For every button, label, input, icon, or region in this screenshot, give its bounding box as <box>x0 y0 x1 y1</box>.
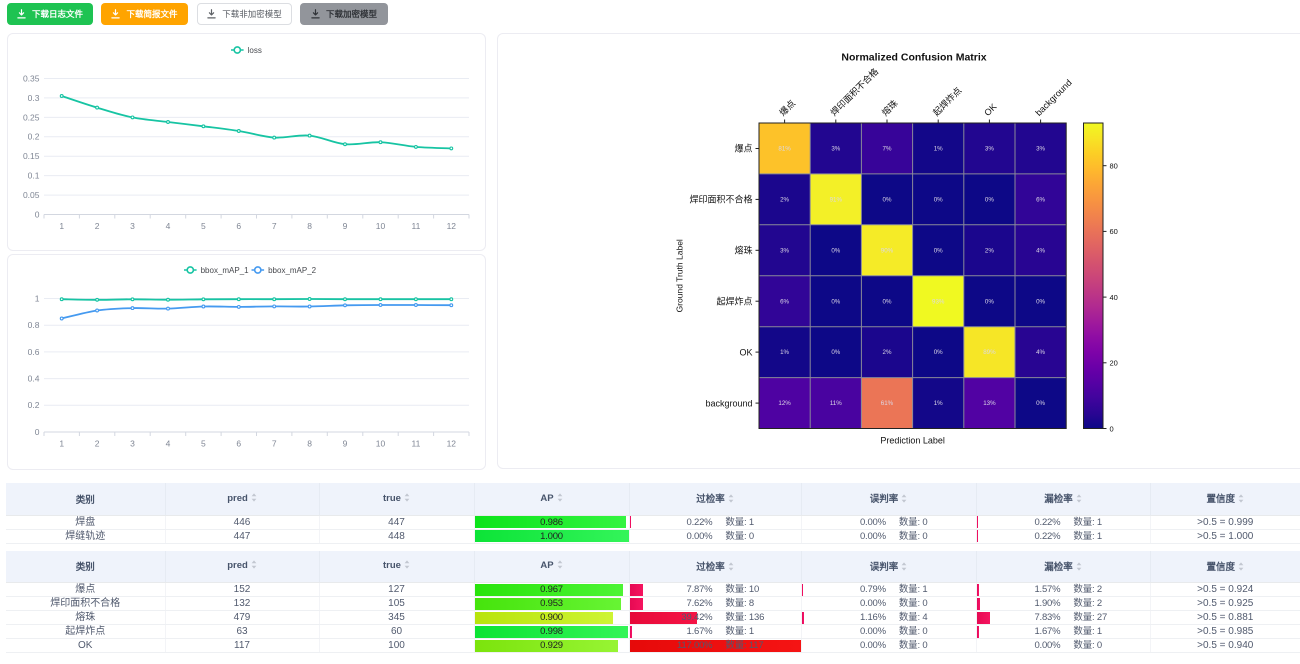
svg-text:bbox_mAP_2: bbox_mAP_2 <box>268 266 317 275</box>
svg-text:爆点: 爆点 <box>734 143 752 154</box>
svg-text:loss: loss <box>248 46 262 55</box>
svg-text:4%: 4% <box>1036 349 1045 356</box>
svg-text:Normalized Confusion Matrix: Normalized Confusion Matrix <box>841 52 986 64</box>
svg-text:0%: 0% <box>934 197 943 204</box>
svg-text:0.2: 0.2 <box>28 400 40 410</box>
svg-text:90%: 90% <box>881 247 894 254</box>
svg-text:1%: 1% <box>934 400 943 407</box>
svg-text:5: 5 <box>201 221 206 231</box>
svg-text:7%: 7% <box>883 146 892 153</box>
svg-text:11: 11 <box>411 221 420 231</box>
svg-text:1%: 1% <box>780 349 789 356</box>
svg-text:4: 4 <box>166 439 171 449</box>
svg-text:0.8: 0.8 <box>28 320 40 330</box>
svg-text:4: 4 <box>166 221 171 231</box>
svg-text:0.3: 0.3 <box>28 93 40 103</box>
svg-text:1: 1 <box>59 439 64 449</box>
svg-text:1: 1 <box>59 221 64 231</box>
svg-text:6%: 6% <box>1036 197 1045 204</box>
svg-text:12: 12 <box>447 221 457 231</box>
svg-text:2%: 2% <box>985 247 994 254</box>
svg-text:0%: 0% <box>1036 298 1045 305</box>
svg-text:0%: 0% <box>985 197 994 204</box>
svg-text:2: 2 <box>95 221 100 231</box>
svg-text:12: 12 <box>447 439 457 449</box>
svg-text:0%: 0% <box>934 349 943 356</box>
svg-text:0: 0 <box>35 427 40 437</box>
svg-text:9: 9 <box>343 221 348 231</box>
svg-text:60: 60 <box>1110 227 1118 236</box>
svg-text:起焊炸点: 起焊炸点 <box>930 85 963 118</box>
svg-text:12%: 12% <box>778 400 791 407</box>
svg-text:20: 20 <box>1110 359 1118 368</box>
svg-text:OK: OK <box>739 347 752 357</box>
svg-text:4%: 4% <box>1036 247 1045 254</box>
svg-text:3%: 3% <box>780 247 789 254</box>
svg-text:爆点: 爆点 <box>777 97 798 118</box>
svg-text:8: 8 <box>307 221 312 231</box>
svg-text:5: 5 <box>201 439 206 449</box>
svg-text:background: background <box>1033 78 1073 118</box>
svg-text:91%: 91% <box>830 197 843 204</box>
svg-text:61%: 61% <box>881 400 894 407</box>
svg-text:0: 0 <box>35 209 40 219</box>
svg-text:起焊炸点: 起焊炸点 <box>716 295 752 306</box>
svg-text:0%: 0% <box>934 247 943 254</box>
svg-text:0%: 0% <box>1036 400 1045 407</box>
svg-text:0.25: 0.25 <box>23 112 40 122</box>
svg-text:0.35: 0.35 <box>23 73 40 83</box>
svg-text:bbox_mAP_1: bbox_mAP_1 <box>201 266 250 275</box>
svg-text:OK: OK <box>982 102 998 118</box>
svg-text:2%: 2% <box>780 197 789 204</box>
svg-text:0%: 0% <box>883 197 892 204</box>
svg-text:焊印面积不合格: 焊印面积不合格 <box>828 66 880 118</box>
svg-text:0.1: 0.1 <box>28 171 40 181</box>
svg-text:1: 1 <box>35 293 40 303</box>
svg-text:0%: 0% <box>831 298 840 305</box>
svg-text:6%: 6% <box>780 298 789 305</box>
svg-text:10: 10 <box>376 439 386 449</box>
svg-text:11%: 11% <box>830 400 842 407</box>
svg-text:Ground Truth Label: Ground Truth Label <box>675 239 685 312</box>
svg-text:0.4: 0.4 <box>28 374 40 384</box>
svg-text:3%: 3% <box>985 146 994 153</box>
svg-text:熔珠: 熔珠 <box>734 245 752 256</box>
svg-text:10: 10 <box>376 221 386 231</box>
svg-text:6: 6 <box>236 439 241 449</box>
svg-text:3%: 3% <box>831 146 840 153</box>
svg-text:0: 0 <box>1110 424 1114 433</box>
svg-text:13%: 13% <box>983 400 996 407</box>
svg-text:6: 6 <box>236 221 241 231</box>
svg-text:0%: 0% <box>831 247 840 254</box>
svg-text:89%: 89% <box>983 349 996 356</box>
svg-text:2%: 2% <box>883 349 892 356</box>
svg-text:81%: 81% <box>778 146 791 153</box>
svg-text:80: 80 <box>1110 162 1118 171</box>
svg-text:0%: 0% <box>831 349 840 356</box>
svg-text:7: 7 <box>272 439 277 449</box>
svg-text:8: 8 <box>307 439 312 449</box>
svg-text:0.2: 0.2 <box>28 132 40 142</box>
svg-text:0.6: 0.6 <box>28 347 40 357</box>
svg-text:93%: 93% <box>932 298 945 305</box>
svg-text:熔珠: 熔珠 <box>879 97 900 118</box>
svg-text:焊印面积不合格: 焊印面积不合格 <box>689 194 752 205</box>
svg-text:background: background <box>705 398 752 408</box>
svg-text:3%: 3% <box>1036 146 1045 153</box>
svg-text:0%: 0% <box>985 298 994 305</box>
svg-text:40: 40 <box>1110 293 1118 302</box>
svg-text:7: 7 <box>272 221 277 231</box>
svg-text:2: 2 <box>95 439 100 449</box>
svg-text:0.15: 0.15 <box>23 151 40 161</box>
svg-text:Prediction Label: Prediction Label <box>880 436 945 446</box>
svg-text:11: 11 <box>411 439 420 449</box>
svg-text:1%: 1% <box>934 146 943 153</box>
svg-text:9: 9 <box>343 439 348 449</box>
svg-text:3: 3 <box>130 439 135 449</box>
svg-text:0%: 0% <box>883 298 892 305</box>
svg-text:0.05: 0.05 <box>23 190 40 200</box>
svg-text:3: 3 <box>130 221 135 231</box>
